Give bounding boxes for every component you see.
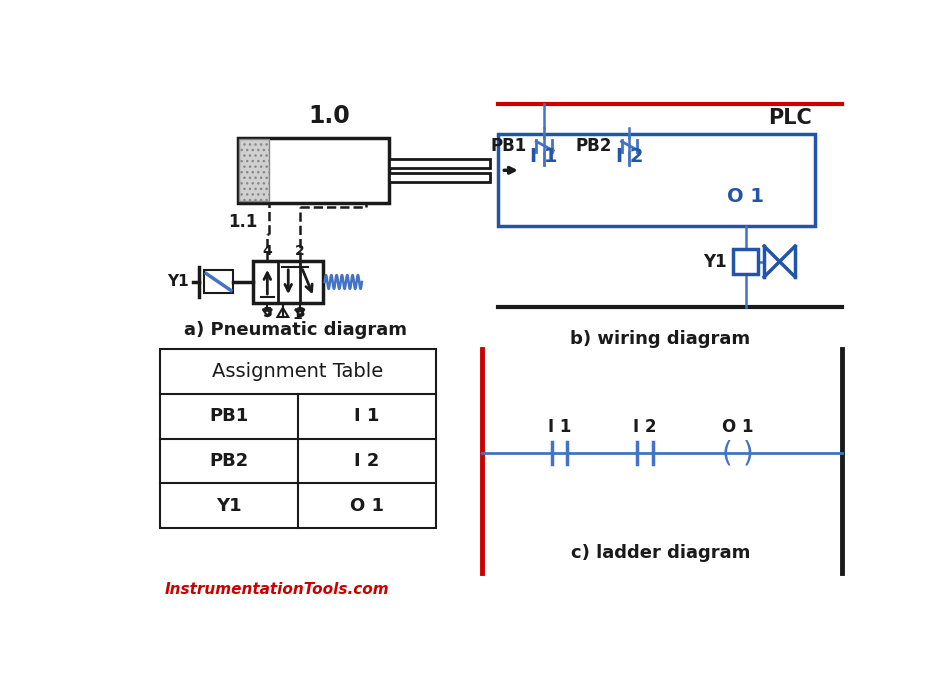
Text: O 1: O 1 [349,496,383,515]
Text: I 1: I 1 [530,147,558,166]
Text: I 2: I 2 [354,452,380,470]
FancyBboxPatch shape [238,138,389,203]
Text: (: ( [722,439,732,467]
Text: Y1: Y1 [167,275,188,290]
Text: I 1: I 1 [548,418,571,437]
FancyBboxPatch shape [203,271,234,294]
Text: c) ladder diagram: c) ladder diagram [571,544,750,562]
Text: I 2: I 2 [615,147,643,166]
Text: 3: 3 [295,306,304,320]
Text: PB2: PB2 [576,137,612,155]
Text: 1.0: 1.0 [308,104,349,128]
FancyBboxPatch shape [160,349,435,528]
Text: PLC: PLC [768,108,811,127]
FancyBboxPatch shape [239,139,268,201]
Text: PB1: PB1 [491,137,527,155]
FancyBboxPatch shape [389,173,490,182]
FancyBboxPatch shape [389,159,490,168]
FancyBboxPatch shape [253,261,323,303]
Text: 4: 4 [263,243,272,258]
Text: Y1: Y1 [704,252,727,271]
FancyBboxPatch shape [733,250,758,274]
Text: I 2: I 2 [633,418,657,437]
Text: PB1: PB1 [209,407,249,425]
Text: 1: 1 [292,308,301,323]
Text: Assignment Table: Assignment Table [212,362,383,381]
Text: 2: 2 [295,243,305,258]
Text: PB2: PB2 [209,452,249,470]
Text: Y1: Y1 [217,496,242,515]
Text: 1.1: 1.1 [229,214,258,231]
FancyBboxPatch shape [497,134,815,226]
Text: 5: 5 [263,306,272,320]
Text: ): ) [743,439,754,467]
Text: b) wiring diagram: b) wiring diagram [570,330,751,348]
Text: O 1: O 1 [727,187,764,206]
Text: InstrumentationTools.com: InstrumentationTools.com [164,582,389,597]
Text: a) Pneumatic diagram: a) Pneumatic diagram [185,321,408,339]
Text: O 1: O 1 [722,418,754,437]
Text: I 1: I 1 [354,407,380,425]
